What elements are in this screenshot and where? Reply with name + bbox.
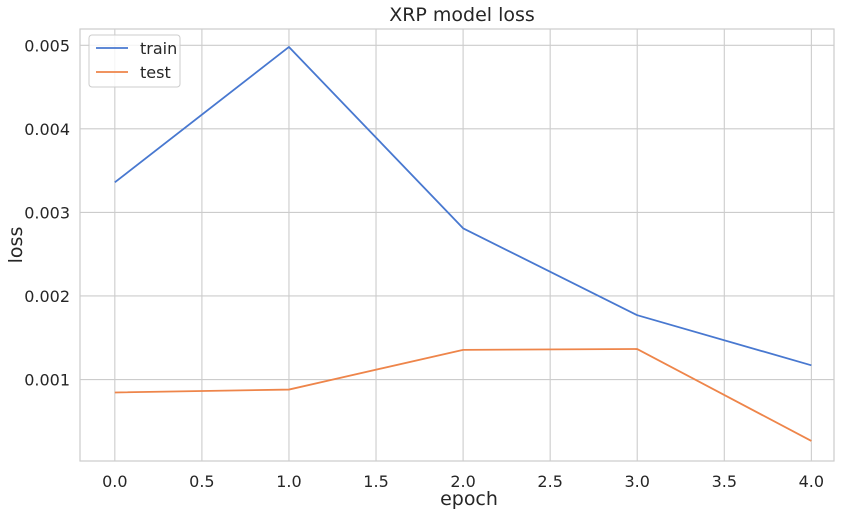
- y-tick-label: 0.001: [24, 371, 70, 390]
- x-tick-label: 0.5: [189, 472, 214, 491]
- x-tick-label: 2.5: [537, 472, 562, 491]
- x-tick-label: 3.0: [625, 472, 650, 491]
- series-lines: [114, 46, 812, 442]
- x-tick-label: 3.5: [712, 472, 737, 491]
- y-tick-label: 0.004: [24, 120, 70, 139]
- y-axis-label: loss: [5, 227, 27, 264]
- series-line-train: [114, 46, 812, 367]
- chart-title: XRP model loss: [389, 4, 535, 26]
- legend-label-train: train: [140, 39, 177, 58]
- series-line-test: [114, 348, 812, 442]
- plot-area: [79, 28, 835, 462]
- x-tick-label: 1.0: [276, 472, 301, 491]
- x-tick-label: 4.0: [799, 472, 824, 491]
- x-axis-label: epoch: [440, 488, 498, 510]
- legend-items: train test: [96, 39, 177, 82]
- y-tick-label: 0.003: [24, 203, 70, 222]
- y-tick-label: 0.002: [24, 287, 70, 306]
- plot-frame: [79, 28, 835, 462]
- legend-label-test: test: [140, 63, 171, 82]
- x-tick-label: 2.0: [450, 472, 475, 491]
- legend: train test: [88, 34, 181, 88]
- x-tick-label: 1.5: [363, 472, 388, 491]
- y-tick-labels: 0.001 0.002 0.003 0.004 0.005: [24, 36, 70, 389]
- grid-lines: [80, 29, 834, 461]
- x-tick-label: 0.0: [102, 472, 127, 491]
- y-tick-label: 0.005: [24, 36, 70, 55]
- x-tick-labels: 0.0 0.5 1.0 1.5 2.0 2.5 3.0 3.5 4.0: [102, 472, 824, 491]
